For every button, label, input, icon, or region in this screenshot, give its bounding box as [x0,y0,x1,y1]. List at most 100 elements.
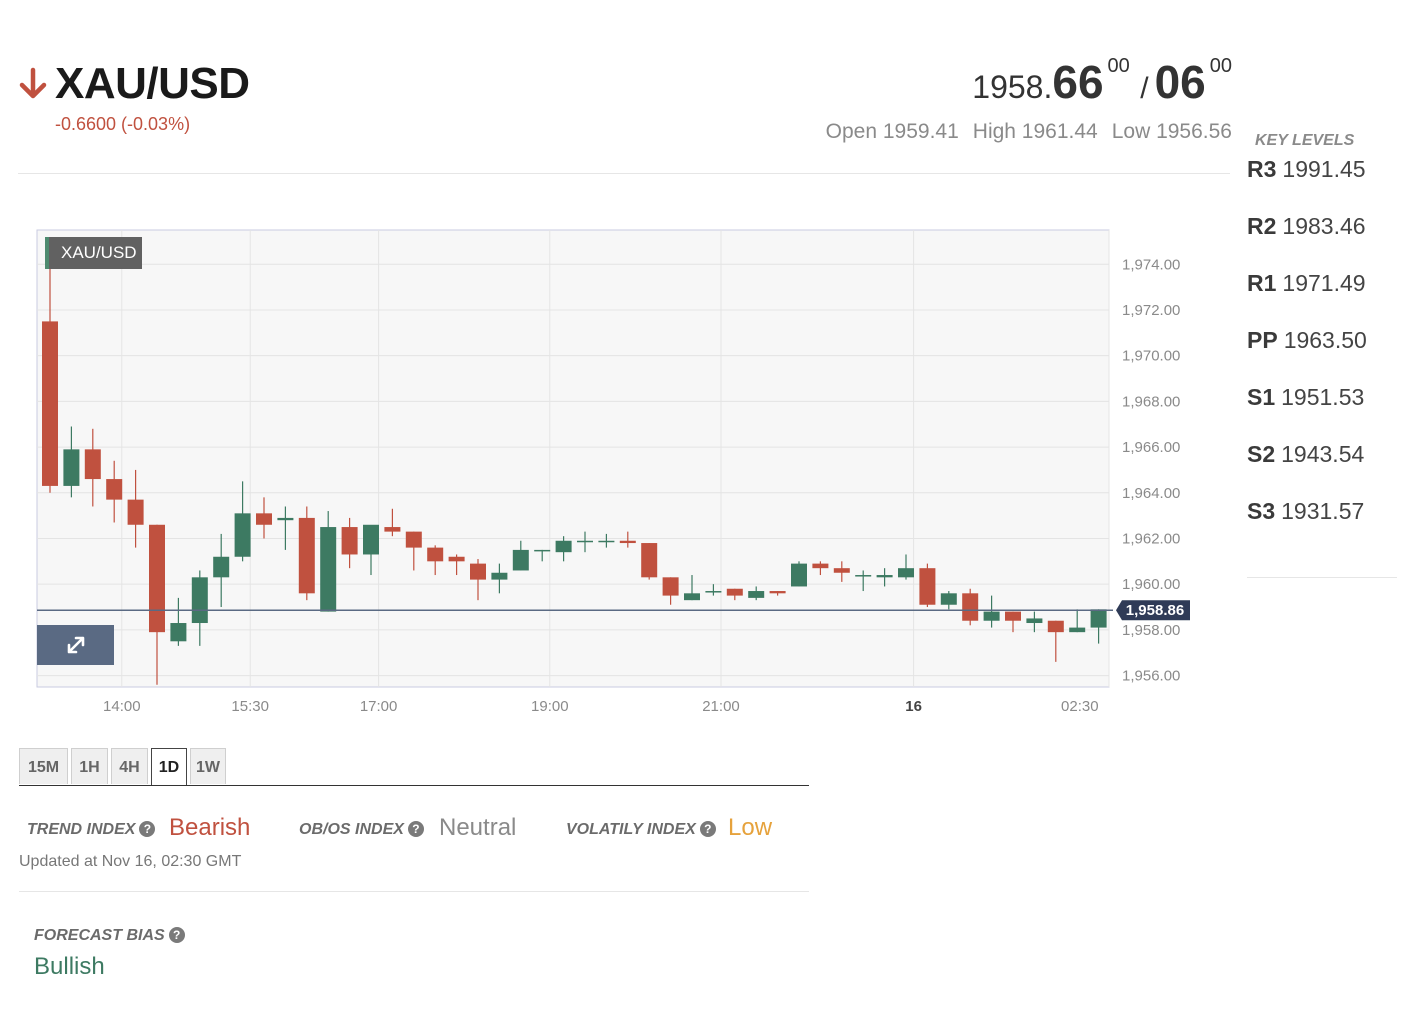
candle-body [448,556,465,562]
candle-body [619,540,636,544]
tab-4h[interactable]: 4H [111,748,148,784]
candle-body [641,543,658,578]
open-value: Open 1959.41 [825,120,959,143]
forecast-bias-text: FORECAST BIAS [34,927,165,944]
candle-body [940,593,957,605]
candle-body [84,449,101,480]
x-tick-label: 21:00 [702,698,740,715]
y-tick-label: 1,964.00 [1122,485,1180,502]
candle-body [726,588,743,596]
expand-chart-button[interactable] [37,625,114,665]
key-level-label: S2 [1247,441,1276,467]
key-level-r2: R2 1983.46 [1247,213,1367,270]
candle-body [812,563,829,569]
chart-symbol-tag: XAU/USD [45,237,142,269]
price-change: -0.6600 (-0.03%) [55,114,191,134]
obos-index-value: Neutral [439,814,517,841]
x-axis: 14:00 15:30 17:00 19:00 21:00 16 02:30 [103,698,1099,715]
candle-body [1005,611,1021,621]
volatility-index-label: VOLATILY INDEX? [566,821,716,839]
key-level-r1: R1 1971.49 [1247,270,1367,327]
candle-body [427,547,444,562]
tab-1h[interactable]: 1H [71,748,108,784]
y-tick-label: 1,970.00 [1122,348,1180,365]
x-tick-label: 17:00 [360,698,398,715]
key-level-s3: S3 1931.57 [1247,498,1367,555]
candle-body [384,527,401,532]
ask-fraction: 00 [1209,55,1232,77]
candle-body [363,524,379,555]
tab-1w[interactable]: 1W [190,748,226,784]
help-icon[interactable]: ? [139,821,156,837]
candle-body [1090,609,1107,628]
tab-1d[interactable]: 1D [151,748,187,786]
key-level-value: 1943.54 [1281,441,1365,467]
bid-ask-quote: 1958.66 00 /06 00 [972,55,1232,109]
candle-body [748,591,765,598]
key-level-s2: S2 1943.54 [1247,441,1367,498]
help-icon[interactable]: ? [699,821,716,837]
candle-body [662,577,679,596]
candle-body [769,591,786,594]
price-line-group: 1,958.86 [37,600,1190,621]
bid-fraction: 00 [1107,55,1130,77]
trend-index-value: Bearish [169,814,251,841]
forecast-bias-value: Bullish [34,953,105,980]
candle-body [256,513,272,525]
y-tick-label: 1,966.00 [1122,439,1180,456]
x-tick-label: 19:00 [531,698,569,715]
key-level-r3: R3 1991.45 [1247,156,1367,213]
y-tick-label: 1,958.00 [1122,622,1180,639]
key-levels-list: R3 1991.45 R2 1983.46 R1 1971.49 PP 1963.50 … [1247,156,1367,555]
candle-body [170,623,187,642]
header-divider [18,173,1230,174]
key-level-label: PP [1247,327,1278,353]
candlestick-chart[interactable]: 1,958.86 1,974.00 1,972.00 1,970.00 1,968.0… [0,220,1230,720]
help-icon[interactable]: ? [407,821,424,837]
down-arrow-icon [19,67,47,99]
y-tick-label: 1,962.00 [1122,530,1180,547]
candle-body [534,549,551,552]
candle-body [855,575,872,577]
last-price-marker [1116,600,1190,621]
candle-body [577,540,593,543]
bid-base: 1958. [972,69,1053,105]
key-levels-title: KEY LEVELS [1255,132,1355,149]
help-icon[interactable]: ? [168,927,185,943]
candle-body [234,513,251,557]
key-level-label: S3 [1247,498,1276,524]
candle-body [405,531,422,548]
candle-body [705,591,722,593]
quote-separator: / [1140,72,1149,105]
bid-pips: 66 [1052,56,1104,108]
timeframe-tabs: 15M 1H 4H 1D 1W [19,748,229,786]
candle-body [298,517,315,594]
candle-body [42,321,58,486]
candle-body [983,611,1000,621]
candle-body [470,563,486,580]
y-tick-label: 1,974.00 [1122,256,1180,273]
tabs-underline [19,785,809,786]
trend-index-text: TREND INDEX [27,821,136,838]
candle-body [1026,618,1043,624]
key-level-value: 1963.50 [1283,327,1367,353]
candle-body [106,479,123,500]
candle-body [491,572,508,580]
candle-body [598,540,615,543]
volatility-index-value: Low [728,814,773,841]
x-tick-label: 16 [905,698,922,715]
obos-index-label: OB/OS INDEX? [299,821,424,839]
tab-15m[interactable]: 15M [19,748,68,784]
section-divider [19,891,809,892]
y-tick-label: 1,960.00 [1122,576,1180,593]
volatility-index-text: VOLATILY INDEX [566,821,696,838]
key-level-value: 1991.45 [1282,156,1366,182]
candle-body [555,540,572,553]
x-tick-label: 14:00 [103,698,141,715]
candle-body [320,527,337,612]
key-level-s1: S1 1951.53 [1247,384,1367,441]
key-level-value: 1983.46 [1282,213,1366,239]
updated-timestamp: Updated at Nov 16, 02:30 GMT [19,853,242,870]
candle-body [684,593,700,601]
low-value: Low 1956.56 [1111,120,1232,143]
